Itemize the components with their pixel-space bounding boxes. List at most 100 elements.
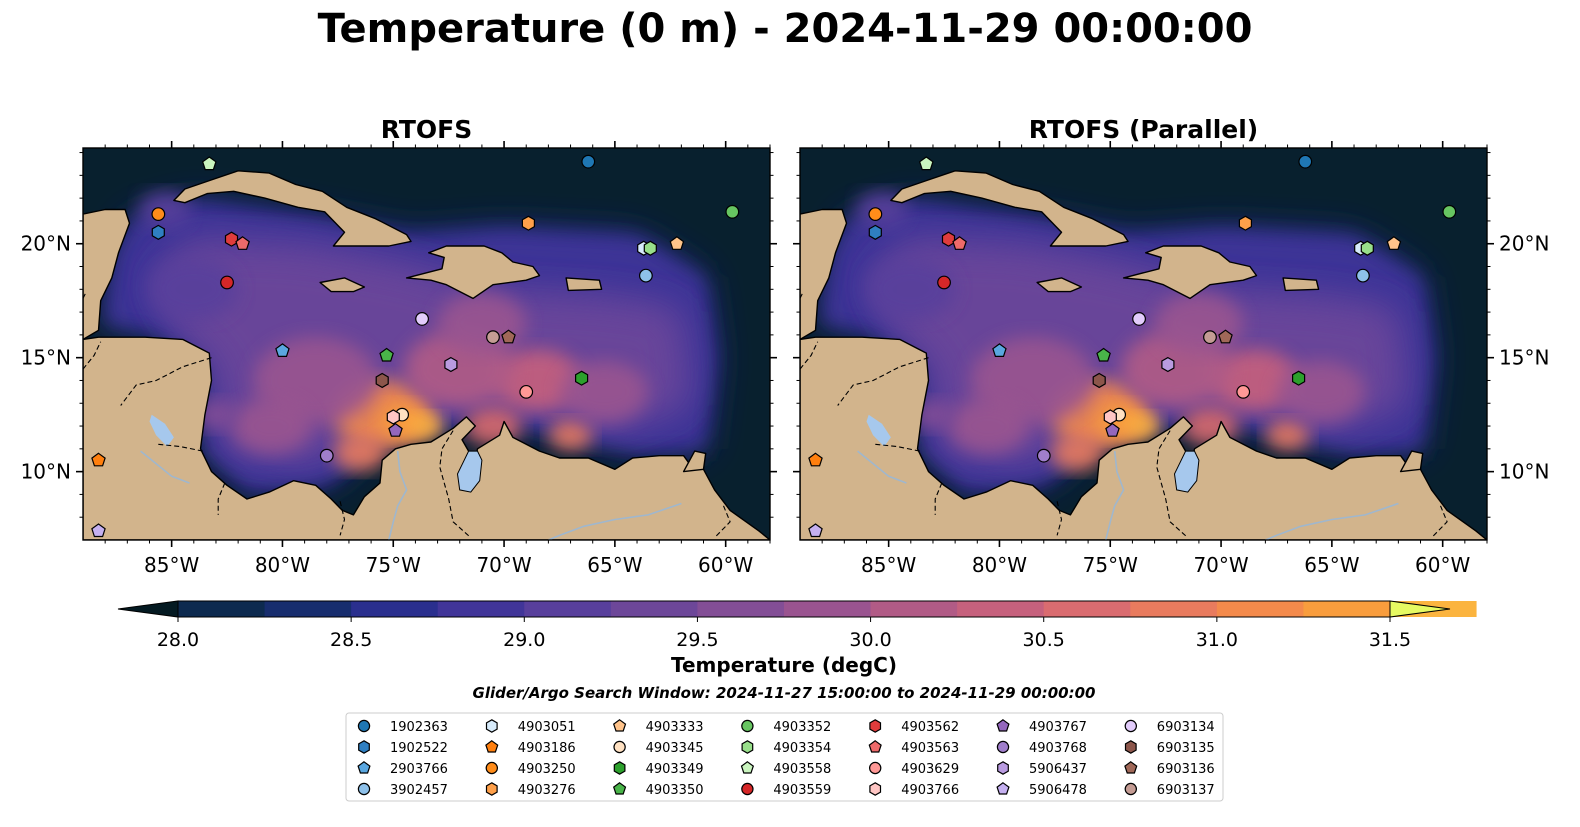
lon-tick-label: 80°W (972, 553, 1027, 577)
float-marker-4903559 (220, 275, 234, 290)
legend-label: 5906437 (1029, 762, 1087, 777)
country-border (217, 482, 226, 515)
country-border (1431, 505, 1448, 539)
lon-tick-label: 85°W (144, 553, 199, 577)
legend-marker-4903562 (869, 719, 882, 733)
colorbar-tick-label: 28.5 (330, 629, 372, 651)
float-marker-3902457 (638, 268, 653, 283)
colorbar-frame (177, 600, 1391, 618)
lon-tick-label: 75°W (366, 553, 421, 577)
legend-label: 3902457 (390, 783, 448, 798)
colorbar-tick-label: 30.5 (1023, 629, 1065, 651)
float-marker-6903135 (375, 372, 389, 389)
float-marker-1902522 (868, 224, 882, 240)
legend-marker-4903558 (740, 761, 755, 774)
lake-nicaragua (149, 414, 174, 447)
float-marker-5906478 (91, 523, 106, 538)
river (548, 502, 682, 540)
float-marker-6903135 (1092, 372, 1106, 389)
panel-title: RTOFS (Parallel) (1029, 115, 1258, 144)
legend-marker-5906478 (996, 782, 1010, 795)
legend-label: 4903350 (646, 783, 704, 798)
float-marker-5906437 (444, 356, 458, 373)
legend-label: 5906478 (1029, 783, 1087, 798)
float-marker-6903137 (486, 330, 500, 345)
lon-tick-label: 65°W (587, 553, 642, 577)
float-marker-6903136 (1218, 329, 1233, 344)
legend-marker-4903766 (869, 782, 882, 796)
country-border (1156, 430, 1189, 539)
colorbar-bin (437, 601, 525, 617)
float-marker-4903562 (224, 231, 239, 247)
legend-label: 4903354 (773, 741, 831, 756)
colorbar-tick-label: 30.0 (849, 629, 891, 651)
float-marker-4903354 (643, 240, 657, 256)
float-markers (808, 154, 1457, 538)
lat-tick-label: 15°N (21, 346, 71, 370)
colorbar-bin (784, 601, 872, 617)
legend-marker-6903136 (1124, 761, 1138, 774)
river (388, 451, 408, 540)
legend-label: 6903137 (1157, 783, 1215, 798)
legend-marker-2903766 (357, 761, 371, 774)
legend-marker-3902457 (357, 782, 371, 796)
colorbar-tick-label: 29.0 (503, 629, 545, 651)
float-marker-1902363 (581, 154, 596, 169)
colorbar-bin (1043, 601, 1131, 617)
map-panel: 85°W 80°W 75°W 70°W 65°W 60°W 20°N 15°N 10°N RTOF… (793, 115, 1549, 577)
float-marker-6903136 (501, 329, 516, 344)
float-marker-4903352 (1442, 204, 1457, 219)
lon-tick-label: 70°W (476, 553, 531, 577)
float-marker-4903333 (1386, 236, 1402, 250)
float-marker-4903766 (386, 409, 400, 425)
legend-label: 4903558 (773, 762, 831, 777)
legend-label: 1902522 (390, 741, 448, 756)
colorbar-bin (264, 601, 352, 617)
legend-label: 6903135 (1157, 741, 1215, 756)
legend-label: 2903766 (390, 762, 448, 777)
lake-maracaibo (456, 450, 483, 493)
float-markers (91, 154, 740, 538)
float-marker-2903766 (275, 343, 290, 357)
float-marker-4903558 (201, 156, 217, 171)
colorbar-label: Temperature (degC) (671, 653, 897, 677)
lon-tick-label: 70°W (1193, 553, 1248, 577)
colorbar-bin (178, 601, 266, 617)
float-marker-4903354 (1360, 240, 1374, 256)
lat-tick-label: 15°N (1499, 346, 1549, 370)
legend-marker-4903350 (612, 782, 627, 795)
float-marker-4903349 (1292, 370, 1306, 386)
legend-label: 4903629 (901, 762, 959, 777)
country-border (339, 501, 346, 536)
float-marker-4903276 (521, 215, 535, 231)
colorbar-extend-low (117, 600, 179, 618)
float-marker-4903629 (1236, 384, 1251, 399)
legend-marker-1902522 (358, 740, 370, 754)
float-marker-4903350 (1096, 347, 1111, 362)
colorbar-tick-label: 29.5 (676, 629, 718, 651)
colorbar: 28.0 28.5 29.0 29.5 30.0 30.5 31.0 31.5 (117, 600, 1477, 651)
legend-label: 4903276 (518, 783, 576, 798)
lon-tick-label: 60°W (698, 553, 753, 577)
legend-marker-4903352 (741, 719, 754, 733)
float-marker-4903349 (575, 370, 589, 386)
country-border (837, 357, 929, 406)
lon-tick-label: 60°W (1415, 553, 1470, 577)
legend-label: 6903136 (1157, 762, 1215, 777)
legend-label: 4903186 (518, 741, 576, 756)
legend-label: 4903559 (773, 783, 831, 798)
float-marker-2903766 (992, 343, 1007, 357)
float-marker-4903276 (1238, 215, 1252, 231)
land (800, 170, 1487, 540)
lon-tick-label: 80°W (255, 553, 310, 577)
float-marker-4903767 (1105, 422, 1120, 437)
float-marker-4903563 (952, 236, 967, 250)
country-border (800, 341, 819, 370)
legend-marker-6903134 (1124, 719, 1138, 733)
colorbar-bin (1216, 601, 1304, 617)
legend-label: 4903051 (518, 720, 576, 735)
legend-marker-4903186 (485, 740, 499, 753)
colorbar-bin (697, 601, 785, 617)
lake-nicaragua (866, 414, 891, 447)
